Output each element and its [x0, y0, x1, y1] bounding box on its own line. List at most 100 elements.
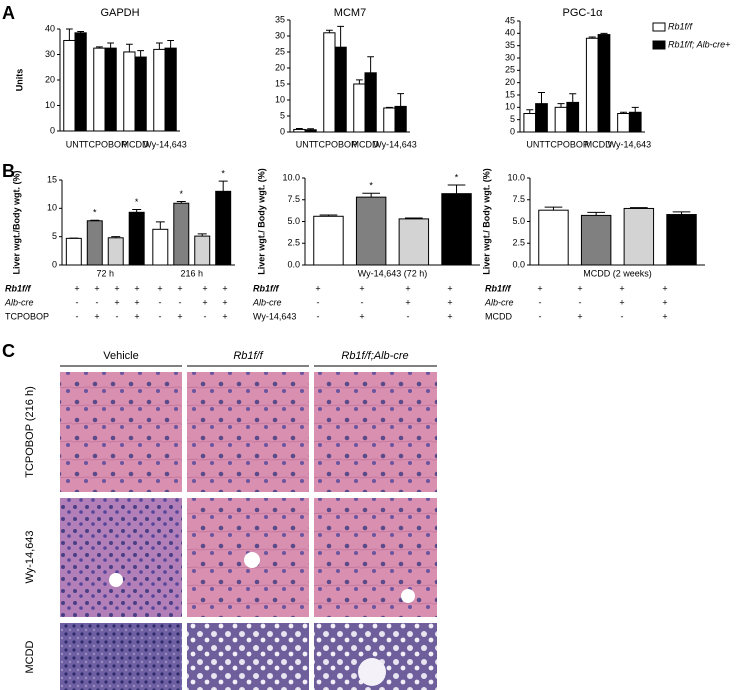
genotype-sign: -	[76, 297, 79, 307]
genotype-sign: +	[662, 297, 667, 307]
genotype-sign: -	[621, 311, 624, 321]
significance-mark: *	[455, 172, 459, 182]
genotype-sign: +	[202, 283, 207, 293]
genotype-sign: -	[317, 297, 320, 307]
bar	[353, 83, 366, 133]
y-tick-label: 10.0	[282, 172, 300, 182]
vessel	[109, 573, 123, 587]
x-tick-label: 216 h	[180, 268, 203, 278]
genotype-sign: -	[407, 311, 410, 321]
error-bar	[569, 93, 577, 103]
vessel	[401, 589, 415, 603]
micrograph	[187, 372, 309, 492]
error-bar	[620, 111, 628, 114]
bar	[383, 107, 396, 133]
y-tick-label: 10	[45, 100, 55, 110]
x-tick-label: Wy-14,643	[143, 139, 186, 149]
x-tick-label: TCPOBOP	[83, 139, 127, 149]
error-bar	[367, 56, 374, 73]
x-tick-label: MCDD (2 weeks)	[583, 268, 652, 278]
legend-label: Rb1f/f	[668, 21, 694, 31]
error-bar	[155, 221, 165, 230]
genotype-sign: +	[94, 311, 99, 321]
micrograph	[314, 372, 437, 492]
row-label: Wy-14,643	[24, 530, 36, 583]
y-axis-label: Liver wgt./ Body wgt. (%)	[256, 168, 266, 275]
bar	[86, 220, 103, 266]
chart-title: PGC-1α	[563, 7, 604, 19]
error-bar	[96, 46, 103, 49]
x-tick-label: Wy-14,643 (72 h)	[358, 268, 427, 278]
bar	[293, 128, 306, 133]
bar	[580, 214, 612, 266]
y-tick-label: 5	[280, 110, 285, 120]
error-bar	[66, 28, 73, 41]
column-header: Rb1f/f;Alb-cre	[341, 350, 408, 362]
panel-label: C	[2, 341, 15, 361]
error-bar	[107, 42, 114, 49]
bar	[394, 105, 407, 133]
genotype-label: Alb-cre	[4, 297, 34, 307]
x-tick-label: MCDD	[585, 139, 612, 149]
genotype-sign: +	[134, 311, 139, 321]
y-tick-label: 7.5	[512, 194, 525, 204]
genotype-sign: +	[359, 283, 364, 293]
error-bar	[319, 214, 338, 217]
bar	[107, 237, 124, 266]
bar	[566, 101, 580, 133]
bar	[65, 237, 82, 266]
bar	[123, 51, 136, 132]
y-axis-label: Units	[14, 69, 24, 92]
bar	[398, 218, 430, 266]
bar	[666, 214, 697, 266]
micrograph	[60, 372, 182, 492]
y-tick-label: 15	[505, 89, 515, 99]
chart-title: GAPDH	[100, 7, 139, 19]
error-bar	[307, 128, 314, 130]
bar	[628, 111, 642, 133]
genotype-sign: -	[159, 311, 162, 321]
error-bar	[326, 29, 333, 33]
significance-mark: *	[180, 189, 184, 199]
bar	[355, 196, 387, 266]
micrograph	[60, 498, 182, 617]
bar	[74, 32, 87, 132]
y-tick-label: 5	[52, 231, 57, 241]
y-tick-label: 25	[275, 46, 285, 56]
genotype-sign: -	[317, 311, 320, 321]
genotype-sign: +	[134, 297, 139, 307]
bar	[93, 47, 106, 132]
y-tick-label: 0.0	[512, 259, 525, 269]
error-bar	[362, 192, 380, 198]
y-tick-label: 10	[47, 203, 57, 213]
x-tick-label: UNT	[66, 139, 85, 149]
significance-mark: *	[135, 197, 139, 207]
genotype-sign: +	[94, 283, 99, 293]
y-tick-label: 35	[505, 40, 515, 50]
y-tick-label: 0	[52, 259, 57, 269]
genotype-sign: +	[177, 283, 182, 293]
genotype-sign: +	[202, 297, 207, 307]
x-tick-label: UNT	[296, 139, 315, 149]
y-tick-label: 45	[505, 15, 515, 25]
error-bar	[630, 207, 648, 209]
genotype-label: Rb1f/f	[253, 283, 280, 293]
row-label: TCPOBOP (216 h)	[24, 386, 36, 478]
genotype-sign: -	[579, 297, 582, 307]
bar	[63, 39, 76, 132]
y-tick-label: 2.5	[287, 238, 300, 248]
y-tick-label: 40	[45, 23, 55, 33]
bar	[134, 56, 147, 132]
error-bar	[447, 184, 466, 194]
significance-mark: *	[221, 169, 225, 179]
genotype-sign: +	[537, 283, 542, 293]
genotype-sign: +	[177, 311, 182, 321]
bar	[164, 47, 177, 132]
y-tick-label: 5	[510, 114, 515, 124]
x-tick-label: MCDD	[122, 139, 149, 149]
x-tick-label: Wy-14,643	[608, 139, 651, 149]
error-bar	[132, 208, 142, 213]
bar	[523, 113, 537, 133]
y-tick-label: 0	[280, 126, 285, 136]
